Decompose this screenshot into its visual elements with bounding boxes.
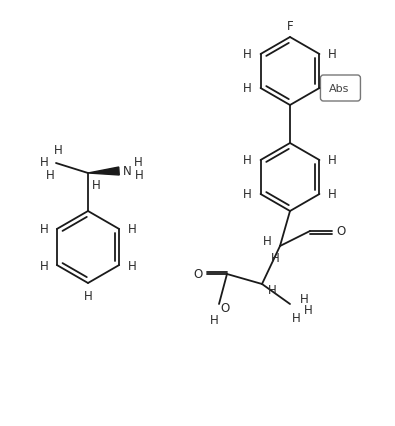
Text: H: H <box>328 188 337 201</box>
Text: H: H <box>243 188 252 201</box>
Text: H: H <box>292 312 300 325</box>
Text: H: H <box>210 314 218 327</box>
Text: H: H <box>268 283 276 296</box>
Text: O: O <box>220 302 229 315</box>
Text: F: F <box>287 20 293 32</box>
Text: H: H <box>84 290 92 303</box>
Text: H: H <box>271 252 279 265</box>
Text: H: H <box>40 155 48 168</box>
Text: H: H <box>128 223 137 236</box>
Text: H: H <box>243 154 252 167</box>
Text: H: H <box>263 235 271 248</box>
Text: N: N <box>122 165 132 178</box>
Text: H: H <box>304 304 312 317</box>
Text: Abs: Abs <box>329 84 350 94</box>
Text: O: O <box>337 225 346 238</box>
Text: H: H <box>40 259 48 272</box>
Text: H: H <box>328 154 337 167</box>
Text: H: H <box>128 259 137 272</box>
Text: O: O <box>194 268 203 281</box>
Text: H: H <box>328 49 337 61</box>
Text: H: H <box>134 155 142 168</box>
Text: H: H <box>46 169 55 182</box>
Text: H: H <box>40 223 48 236</box>
Text: H: H <box>300 293 308 306</box>
Polygon shape <box>88 167 119 176</box>
Text: H: H <box>243 49 252 61</box>
FancyBboxPatch shape <box>320 76 361 102</box>
Text: H: H <box>92 179 100 192</box>
Text: H: H <box>54 143 62 156</box>
Text: H: H <box>135 169 143 182</box>
Text: H: H <box>243 82 252 95</box>
